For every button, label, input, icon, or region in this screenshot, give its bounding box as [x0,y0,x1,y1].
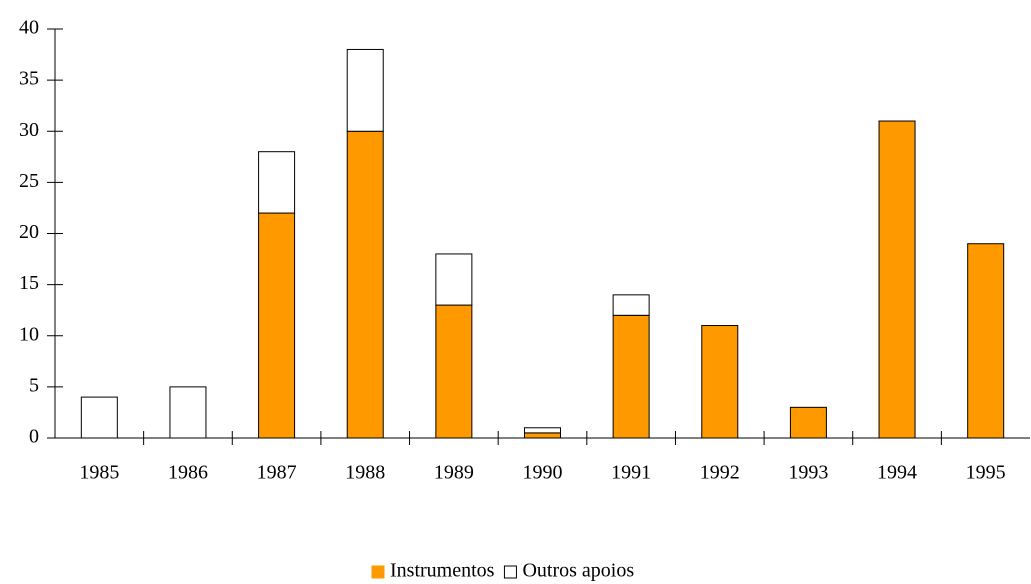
x-tick-label: 1988 [345,462,385,484]
bar-segment [878,120,916,439]
bar-segment [435,253,473,306]
bar-segment [80,396,118,439]
bar-segment [435,304,473,439]
bar-segment [258,212,296,439]
bar-segment [346,48,384,132]
y-tick-label: 15 [19,272,39,294]
y-tick-label: 5 [29,374,39,396]
x-tick-label: 1985 [79,462,119,484]
bar-segment [612,294,650,316]
x-tick-label: 1989 [434,462,474,484]
legend-swatch [371,565,385,579]
bar-segment [258,151,296,214]
bar-segment [346,130,384,439]
legend-label: Instrumentos [390,560,495,582]
y-tick-label: 10 [19,323,39,345]
bar-segment [524,427,561,434]
x-tick-label: 1994 [877,462,917,484]
y-tick-label: 0 [29,426,39,448]
bar-segment [524,432,561,439]
y-tick-label: 25 [19,170,39,192]
x-tick-label: 1993 [788,462,828,484]
bar-segment [701,325,739,439]
x-tick-label: 1995 [966,462,1006,484]
x-tick-label: 1991 [611,462,651,484]
bar-segment [967,243,1005,439]
bar-segment [789,406,827,439]
legend-swatch [503,565,517,579]
x-tick-label: 1992 [700,462,740,484]
y-tick-label: 30 [19,119,39,141]
x-tick-label: 1986 [168,462,208,484]
x-tick-label: 1990 [523,462,563,484]
y-tick-label: 20 [19,221,39,243]
x-tick-label: 1987 [257,462,297,484]
bar-segment [169,386,207,439]
legend-label: Outros apoios [522,560,634,582]
y-tick-label: 40 [19,17,39,39]
bar-segment [612,314,650,439]
y-tick-label: 35 [19,68,39,90]
